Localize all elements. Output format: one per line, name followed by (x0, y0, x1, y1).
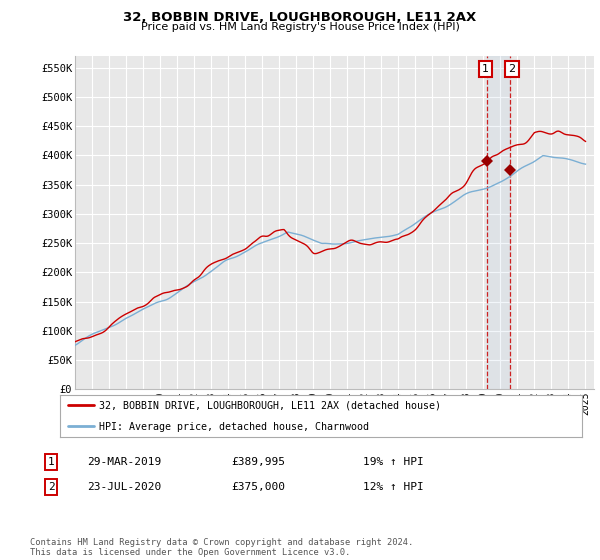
Bar (487, 56, 510, 389)
Text: 32, BOBBIN DRIVE, LOUGHBOROUGH, LE11 2AX (detached house): 32, BOBBIN DRIVE, LOUGHBOROUGH, LE11 2AX… (99, 401, 441, 410)
Text: £375,000: £375,000 (231, 482, 285, 492)
Text: 2: 2 (47, 482, 55, 492)
Text: 2: 2 (508, 64, 515, 74)
Text: Contains HM Land Registry data © Crown copyright and database right 2024.
This d: Contains HM Land Registry data © Crown c… (30, 538, 413, 557)
Text: 32, BOBBIN DRIVE, LOUGHBOROUGH, LE11 2AX: 32, BOBBIN DRIVE, LOUGHBOROUGH, LE11 2AX (124, 11, 476, 24)
Text: 12% ↑ HPI: 12% ↑ HPI (363, 482, 424, 492)
Text: £389,995: £389,995 (231, 457, 285, 467)
Text: 19% ↑ HPI: 19% ↑ HPI (363, 457, 424, 467)
Text: Price paid vs. HM Land Registry's House Price Index (HPI): Price paid vs. HM Land Registry's House … (140, 22, 460, 32)
Text: 1: 1 (47, 457, 55, 467)
Text: 1: 1 (482, 64, 489, 74)
Text: HPI: Average price, detached house, Charnwood: HPI: Average price, detached house, Char… (99, 422, 369, 432)
Text: 29-MAR-2019: 29-MAR-2019 (87, 457, 161, 467)
Text: 23-JUL-2020: 23-JUL-2020 (87, 482, 161, 492)
